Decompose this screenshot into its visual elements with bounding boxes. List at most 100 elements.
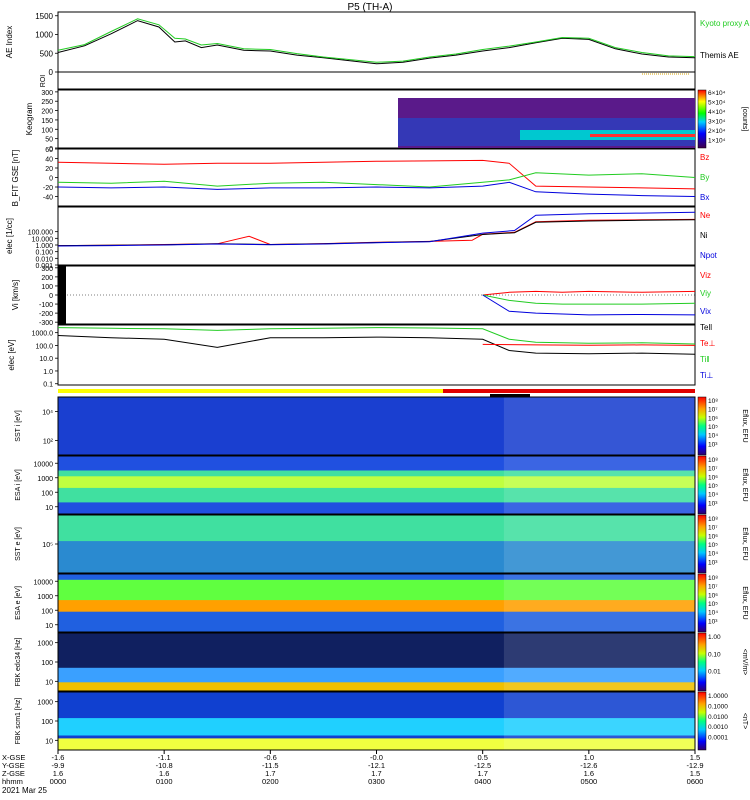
keogram-y-tick-label: 0 xyxy=(49,146,53,153)
density-legend-item: Ni xyxy=(700,231,708,240)
panel-ae: 0 500 1000 1500 AE Index Kyoto proxy AE The… xyxy=(5,11,750,77)
density-ylabel: elec [1/cc] xyxy=(5,218,14,254)
bfield-y-tick-label: -20 xyxy=(43,185,53,192)
sst-electron-colorbar-unit: Eflux, EFU xyxy=(741,527,748,560)
velocity-series-vix xyxy=(482,294,696,316)
esa-ion-colorbar-label: 10⁸ xyxy=(708,457,718,464)
fbk-bfield-tick-label: 1000 xyxy=(37,700,53,707)
keogram-y-tick-label: 100 xyxy=(41,127,53,134)
x-row-value: 0.5 xyxy=(477,753,487,762)
bfield-legend-item: Bx xyxy=(700,193,709,202)
velocity-legend-item: Vix xyxy=(700,307,711,316)
bfield-y-ticks: -40 -20 0 20 40 60 xyxy=(43,147,58,202)
panel-fbk-efield: 10 100 1000 FBK edc34 [Hz] 1.00 0.10 0.01 <mV/m… xyxy=(15,632,748,692)
keogram-colorbar xyxy=(697,89,707,149)
chart-title: P5 (TH-A) xyxy=(348,2,393,13)
panel-keogram: 0 50 100 150 200 250 300 Keogram 6×10⁴ 5×10⁴ 4×1… xyxy=(25,89,748,153)
ae-y-tick-label: 1500 xyxy=(35,12,53,21)
density-series-ni xyxy=(57,219,696,247)
temperature-legend-item: Te⊥ xyxy=(700,339,715,348)
x-row-value: -12.5 xyxy=(474,761,491,770)
velocity-y-tick-label: 200 xyxy=(41,275,53,282)
bfield-y-tick-label: 0 xyxy=(49,176,53,183)
temperature-y-tick-label: 0.1 xyxy=(43,382,53,389)
velocity-series-viy xyxy=(482,294,696,305)
fbk-efield-later-region xyxy=(503,633,695,691)
keogram-colorbar-label: 1×10⁴ xyxy=(708,138,726,145)
esa-electron-colorbar-label: 10³ xyxy=(708,618,718,625)
esa-electron-flux-band xyxy=(58,600,695,612)
keogram-ylabel: Keogram xyxy=(25,102,34,135)
bfield-series-by xyxy=(57,172,696,188)
temperature-series-tell xyxy=(57,335,696,355)
x-row-label: hhmm xyxy=(2,777,23,786)
x-row-value: -9.9 xyxy=(52,761,65,770)
velocity-y-tick-label: -200 xyxy=(39,311,53,318)
bfield-y-tick-label: 60 xyxy=(45,147,53,154)
density-series-ne xyxy=(57,218,696,247)
keogram-y-tick-label: 200 xyxy=(41,109,53,116)
keogram-y-ticks: 0 50 100 150 200 250 300 xyxy=(41,90,58,153)
temperature-series-ti‖ xyxy=(57,327,696,345)
temperature-y-tick-label: 1.0 xyxy=(43,369,53,376)
density-y-tick-label: 1.000 xyxy=(35,243,53,250)
fbk-bfield-flux-band xyxy=(58,738,695,750)
esa-electron-colorbar-label: 10⁵ xyxy=(708,601,718,608)
esa-ion-tick-label: 100 xyxy=(41,490,53,497)
panel-temperature-frame xyxy=(57,324,696,386)
sst-ion-colorbar-label: 10⁸ xyxy=(708,398,718,405)
velocity-y-tick-label: 100 xyxy=(41,284,53,291)
temperature-lines xyxy=(57,327,696,355)
bfield-y-tick-label: 20 xyxy=(45,166,53,173)
panel-roi: ROI xyxy=(40,71,696,90)
fbk-bfield-colorbar-unit: <nT> xyxy=(741,713,748,729)
esa-ion-colorbar-label: 10³ xyxy=(708,500,718,507)
date-label: 2021 Mar 25 xyxy=(2,786,47,795)
esa-electron-colorbar-label: 10⁴ xyxy=(708,610,718,617)
esa-electron-colorbar-unit: Eflux, EFU xyxy=(741,586,748,619)
density-y-tick-label: 100.000 xyxy=(28,230,53,237)
bfield-series-bx xyxy=(57,181,696,197)
keogram-y-tick-label: 300 xyxy=(41,90,53,97)
x-row-label: X-GSE xyxy=(2,753,25,762)
fbk-efield-colorbar-label: 0.01 xyxy=(708,669,721,676)
esa-ion-ylabel: ESA i [eV] xyxy=(15,469,22,501)
x-row-value: 0000 xyxy=(50,777,67,786)
sst-ion-colorbar-label: 10³ xyxy=(708,441,718,448)
temperature-ylabel: elec [eV] xyxy=(7,339,16,370)
sst-electron-tick-label: 10⁵ xyxy=(42,542,53,549)
fbk-bfield-colorbar-label: 1.0000 xyxy=(708,693,728,700)
keogram-y-tick-label: 150 xyxy=(41,118,53,125)
sst-ion-tick-label: 10² xyxy=(43,439,54,446)
sst-electron-colorbar-label: 10⁶ xyxy=(708,533,718,540)
esa-ion-tick-label: 10 xyxy=(45,505,53,512)
x-row-value: -1.1 xyxy=(158,753,171,762)
bfield-legend-item: By xyxy=(700,173,709,182)
fbk-efield-colorbar-label: 0.10 xyxy=(708,651,721,658)
x-row-value: 1.7 xyxy=(265,769,275,778)
esa-electron-tick-label: 1000 xyxy=(37,594,53,601)
x-row-value: -10.8 xyxy=(156,761,173,770)
panel-bfield: -40 -20 0 20 40 60 B_FIT GSE [nT] Bz By Bx xyxy=(11,147,709,207)
temperature-legend-item: Ti⊥ xyxy=(700,371,713,380)
keogram-y-tick-label: 50 xyxy=(45,137,53,144)
keogram-colorbar-label: 5×10⁴ xyxy=(708,100,726,107)
esa-electron-tick-label: 100 xyxy=(41,608,53,615)
temperature-y-ticks: 0.1 1.0 10.0 100.0 1000.0 xyxy=(32,331,58,389)
temperature-y-tick-label: 10.0 xyxy=(39,356,53,363)
fbk-efield-colorbar-label: 1.00 xyxy=(708,634,721,641)
x-row-label: Z-GSE xyxy=(2,769,25,778)
esa-ion-colorbar-label: 10⁴ xyxy=(708,492,718,499)
ae-y-tick-label: 0 xyxy=(49,68,54,77)
esa-ion-colorbar-label: 10⁷ xyxy=(708,466,718,473)
esa-ion-flux-band xyxy=(58,476,695,488)
temperature-y-tick-label: 100.0 xyxy=(35,343,53,350)
sst-ion-colorbar-label: 10⁴ xyxy=(708,433,718,440)
x-row-value: 1.6 xyxy=(53,769,63,778)
bfield-lines xyxy=(57,159,696,197)
